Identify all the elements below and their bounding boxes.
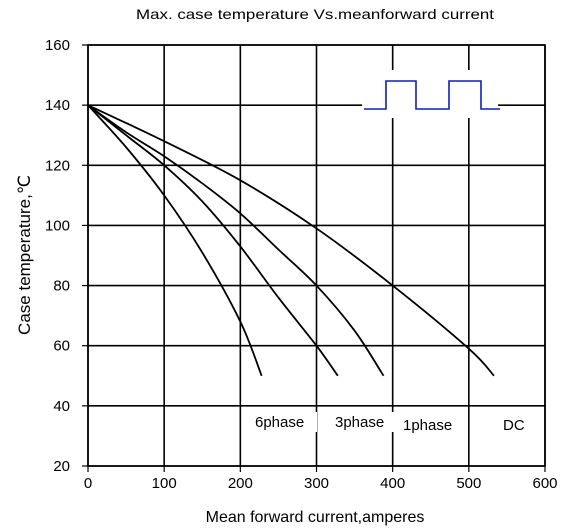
series-line-3phase — [87, 104, 339, 377]
y-tick-label: 160 — [45, 37, 70, 54]
y-tick-label: 60 — [53, 338, 70, 355]
x-tick-label: 600 — [532, 475, 557, 492]
y-tick-label: 40 — [53, 398, 70, 415]
y-tick-label: 100 — [45, 217, 70, 234]
plot-frame — [87, 44, 546, 467]
chart-title: Max. case temperature Vs.meanforward cur… — [136, 6, 494, 22]
y-tick-label: 20 — [53, 458, 70, 475]
series-labels: 6phase 3phase 1phase DC — [253, 412, 531, 435]
series-line-6phase — [87, 104, 263, 377]
series-line-dc — [87, 104, 495, 377]
y-tick-label: 80 — [53, 278, 70, 295]
square-wave-line — [364, 80, 500, 110]
x-tick-label: 300 — [304, 475, 329, 492]
series-label-1phase: 1phase — [403, 417, 452, 434]
tick-labels: 0 100 200 300 400 500 600 20 40 60 80 100 120 140 160 — [45, 37, 558, 492]
series — [87, 104, 495, 377]
series-label-3phase: 3phase — [335, 414, 384, 431]
x-tick-label: 200 — [228, 475, 253, 492]
y-tick-label: 140 — [45, 97, 70, 114]
y-tick-label: 120 — [45, 157, 70, 174]
x-tick-label: 0 — [84, 475, 92, 492]
series-line-1phase — [87, 104, 385, 377]
y-axis-label: Case temperature,℃ — [15, 175, 34, 335]
x-tick-label: 400 — [380, 475, 405, 492]
square-wave-icon — [362, 70, 500, 118]
series-label-bg — [333, 412, 397, 432]
axes — [82, 44, 546, 472]
series-label-bg — [401, 415, 465, 435]
x-tick-label: 500 — [456, 475, 481, 492]
x-axis-label: Mean forward current,amperes — [206, 509, 425, 526]
series-label-dc: DC — [503, 417, 525, 434]
series-label-bg — [253, 412, 317, 432]
x-tick-label: 100 — [152, 475, 177, 492]
series-label-bg — [501, 415, 531, 435]
waveform-bg — [362, 70, 498, 118]
series-label-6phase: 6phase — [255, 414, 304, 431]
